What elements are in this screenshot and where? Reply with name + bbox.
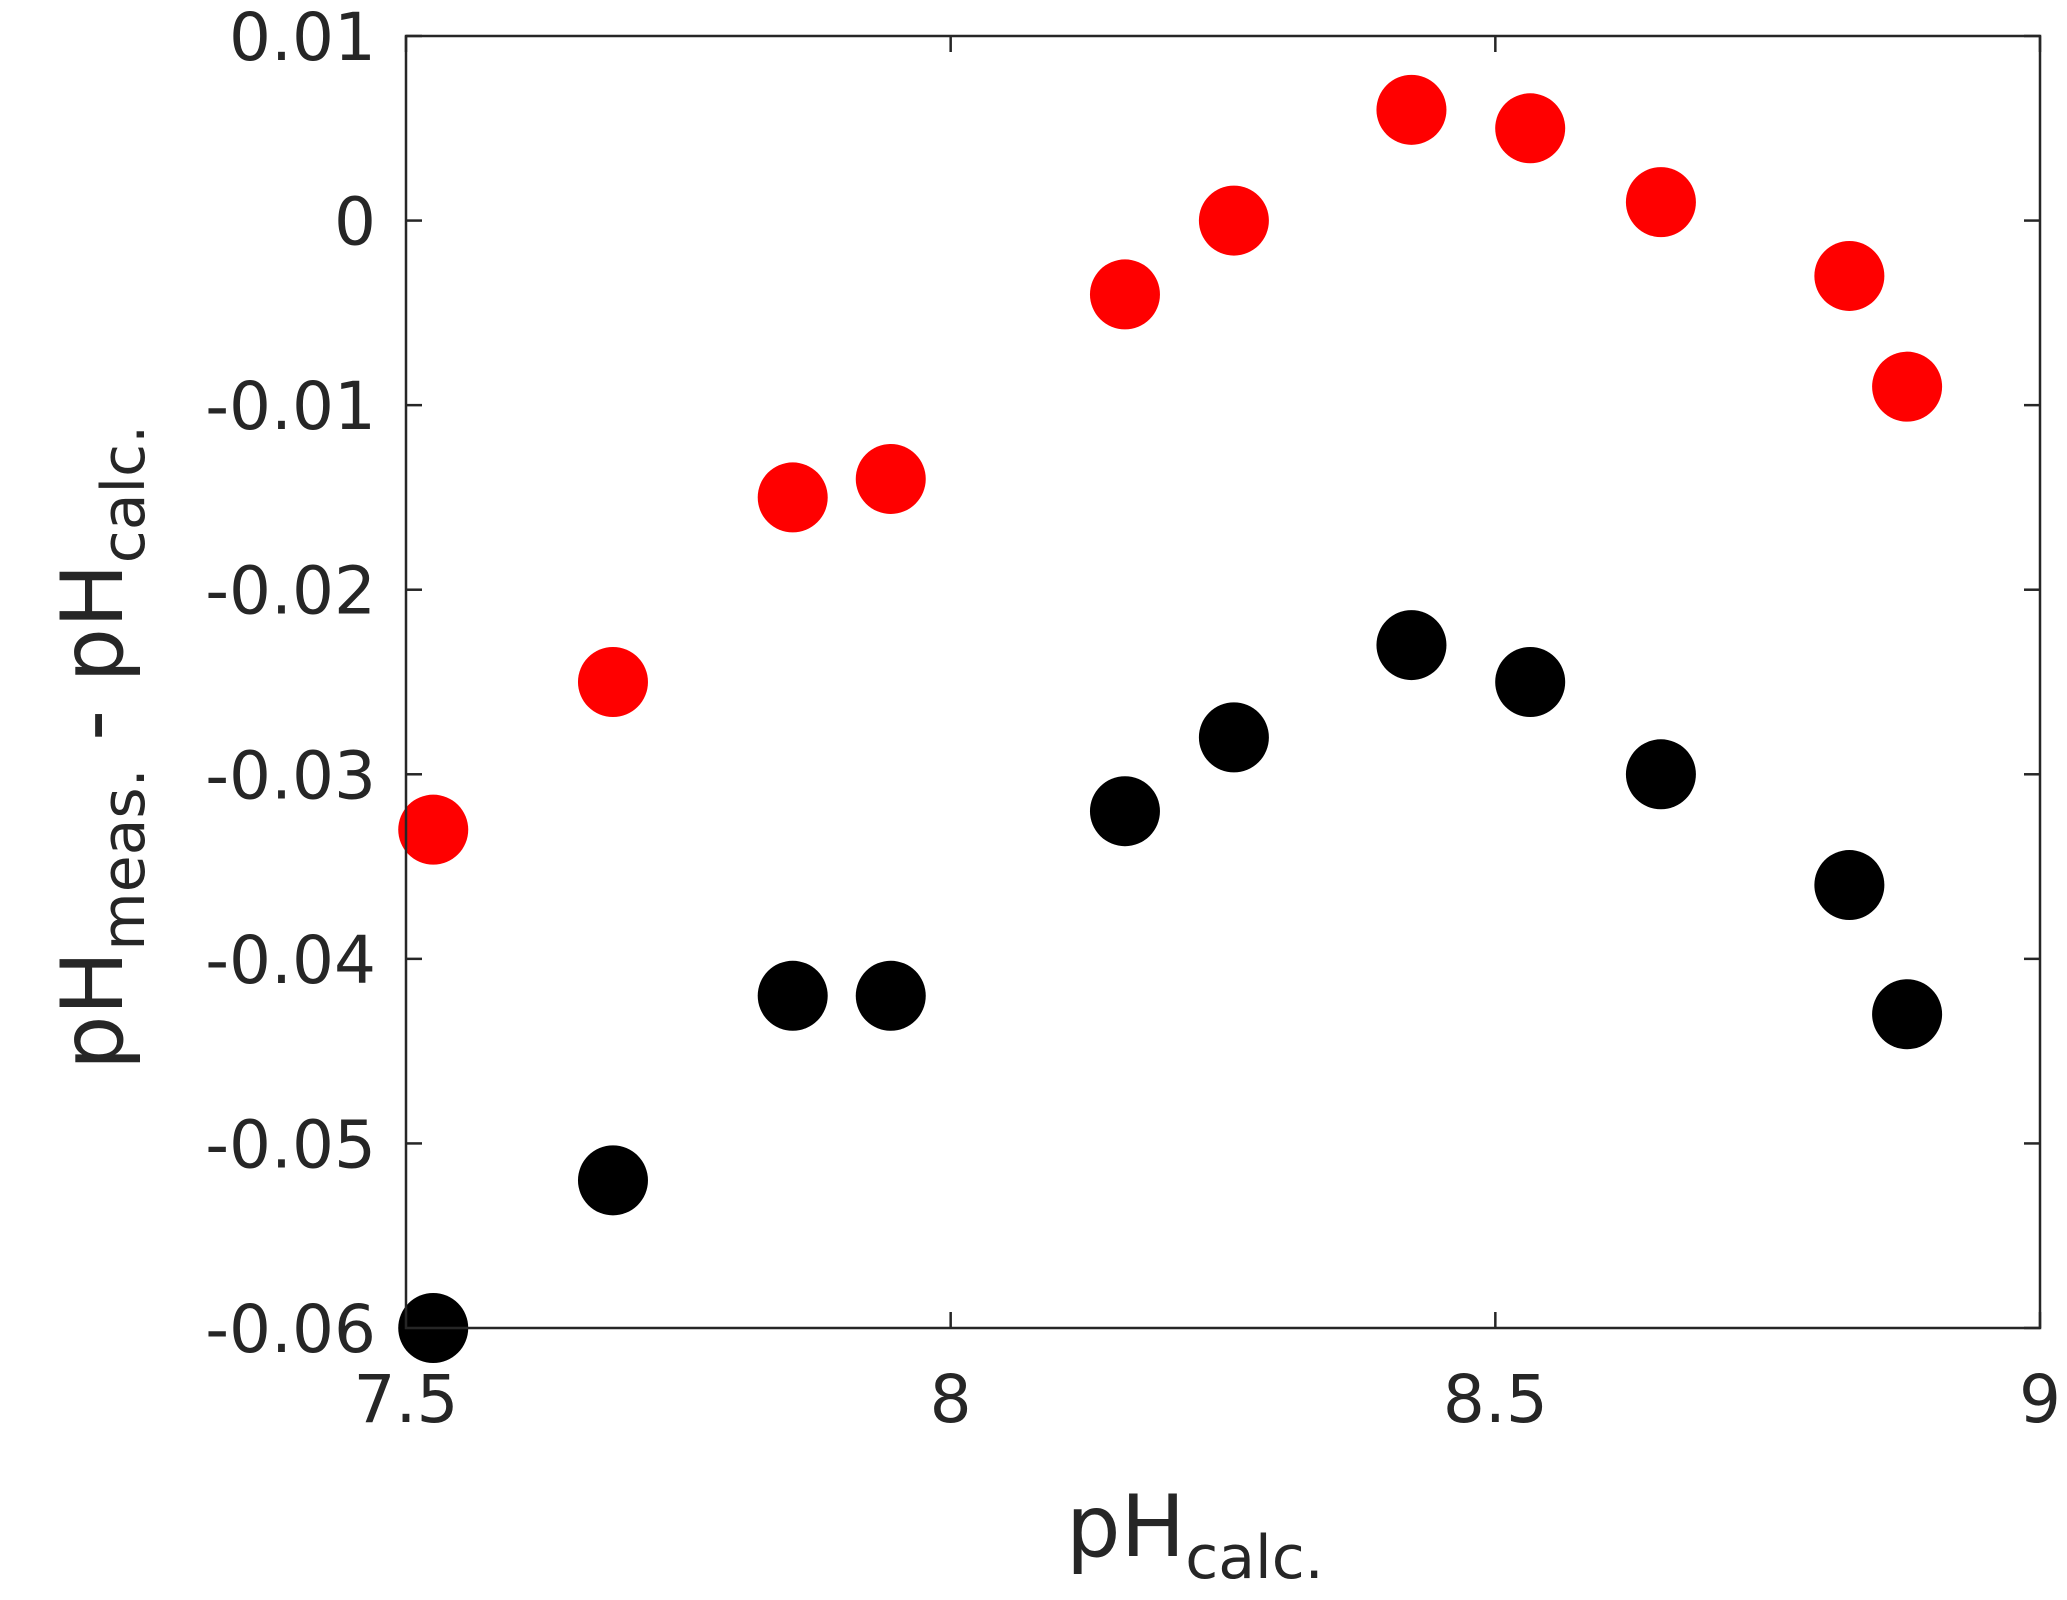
data-point	[1376, 610, 1447, 681]
y-axis-title: pHmeas. - pHcalc.	[43, 425, 159, 1070]
data-point	[757, 960, 828, 1031]
plot-area-frame	[404, 34, 2042, 1330]
series-2	[398, 610, 1943, 1363]
y-axis-title-main-2: pH	[43, 563, 143, 682]
data-point	[577, 1145, 648, 1216]
y-tick-label: -0.01	[205, 368, 376, 445]
data-point	[1089, 776, 1160, 847]
y-axis-title-subscript-2: calc.	[89, 425, 159, 564]
x-axis-title: pHcalc.	[1066, 1477, 1324, 1593]
y-tick-label: -0.06	[205, 1291, 376, 1368]
x-tick-label: 8.5	[1443, 1361, 1548, 1438]
data-point	[1376, 74, 1447, 145]
data-point	[1198, 702, 1269, 773]
y-tick-label: -0.02	[205, 553, 376, 630]
data-point	[1872, 351, 1943, 422]
y-tick-label: -0.04	[205, 922, 376, 999]
tick-labels-layer: 7.5 8 8.5 9 0.01 0 -0.01 -0.02 -0.03 -0.04 -0.05 -0…	[205, 0, 2061, 1438]
data-point	[1872, 979, 1943, 1050]
data-point	[1625, 739, 1696, 810]
y-tick-label: 0.01	[229, 0, 376, 76]
y-tick-label: -0.03	[205, 737, 376, 814]
x-tick-label: 8	[930, 1361, 972, 1438]
data-point	[1814, 240, 1885, 311]
data-point	[1089, 259, 1160, 330]
data-point	[855, 443, 926, 514]
data-point	[398, 794, 469, 865]
data-point	[1495, 93, 1566, 164]
y-axis-title-main-1: pH	[43, 951, 143, 1070]
data-point	[1198, 185, 1269, 256]
y-axis-title-subscript-1: meas.	[89, 768, 159, 950]
y-axis-title-separator: -	[43, 683, 143, 769]
x-axis-title-main: pH	[1066, 1477, 1185, 1577]
data-point	[855, 960, 926, 1031]
series-1	[398, 74, 1943, 865]
points-layer	[398, 74, 1943, 1363]
data-point	[1814, 850, 1885, 921]
data-point	[1495, 647, 1566, 717]
data-point	[577, 647, 648, 717]
x-tick-label: 7.5	[354, 1361, 459, 1438]
y-tick-label: 0	[334, 184, 376, 261]
data-point	[757, 462, 828, 533]
x-axis-title-subscript: calc.	[1185, 1523, 1324, 1593]
y-tick-label: -0.05	[205, 1106, 376, 1183]
data-point	[1625, 167, 1696, 238]
x-tick-label: 9	[2019, 1361, 2061, 1438]
